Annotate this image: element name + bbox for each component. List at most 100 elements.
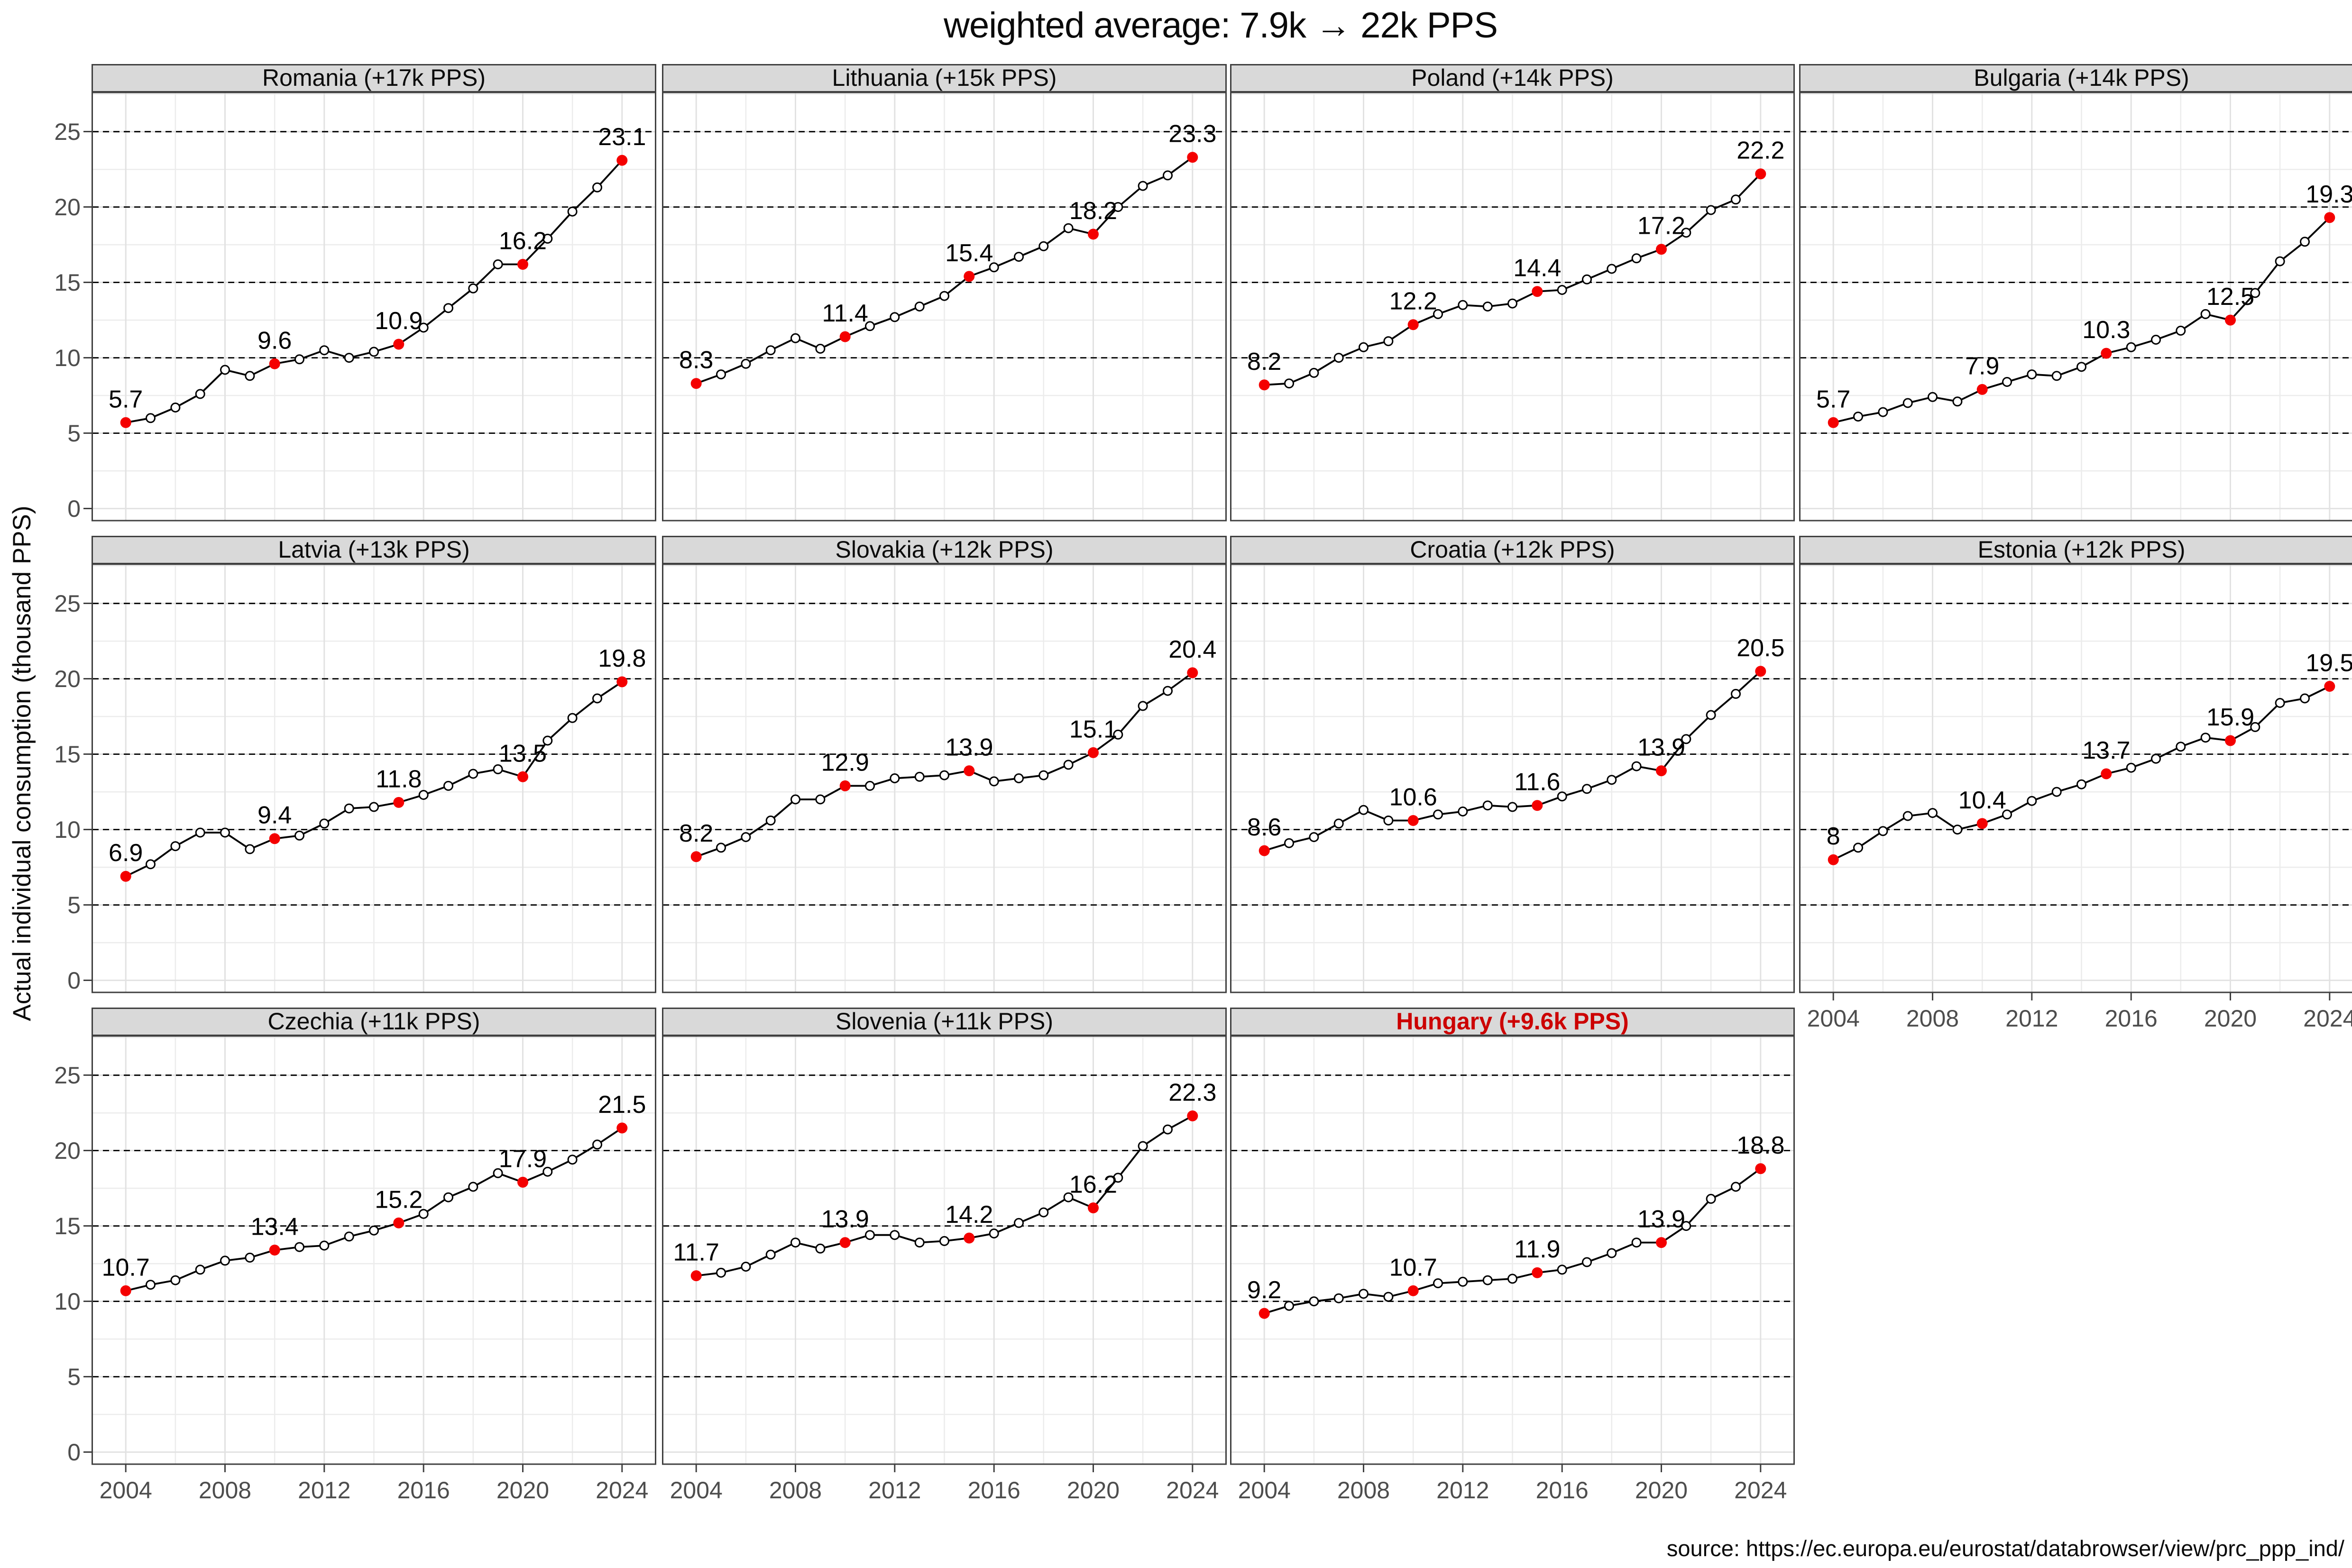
highlight-point (269, 833, 280, 844)
data-point (790, 794, 800, 805)
panel-border (1799, 92, 2352, 522)
data-point (567, 713, 578, 723)
facet-title: Romania (+17k PPS) (262, 64, 486, 91)
data-point (1731, 1182, 1741, 1192)
facet-strip (1799, 536, 2352, 564)
data-point (443, 303, 453, 313)
data-point (1014, 773, 1024, 783)
y-tick-label: 15 (54, 269, 81, 296)
data-point (1878, 826, 1888, 836)
facet-panel-czechia: Czechia (+11k PPS) 10.7 13.4 15.2 17.9 21.5 20… (92, 1008, 656, 1504)
x-tick-label: 2004 (1807, 1005, 1860, 1032)
data-point (1952, 825, 1963, 835)
y-tick-mark (83, 1376, 92, 1377)
data-point (195, 389, 205, 399)
data-point (418, 322, 429, 333)
x-tick-label: 2016 (1536, 1477, 1589, 1504)
facet-croatia: Croatia (+12k PPS) 8.6 10.6 11.6 13.9 20.5 (1230, 536, 1795, 1043)
data-point (1706, 205, 1716, 215)
data-point (1063, 1192, 1074, 1202)
highlight-point (839, 780, 851, 791)
point-label: 17.9 (499, 1145, 547, 1173)
highlight-point (1259, 379, 1270, 391)
y-tick-label: 5 (67, 892, 81, 918)
data-point (1557, 1265, 1567, 1275)
panel-border (1230, 92, 1795, 522)
y-tick-label: 20 (54, 1137, 81, 1164)
facet-strip (1230, 1008, 1795, 1036)
data-point (369, 1225, 379, 1236)
x-tick-label: 2024 (2303, 1005, 2352, 1032)
data-point (1284, 838, 1294, 848)
point-label: 23.3 (1168, 120, 1216, 148)
point-label: 19.5 (2306, 650, 2352, 677)
data-point (1557, 285, 1567, 295)
highlight-point (1532, 1267, 1543, 1278)
data-point (567, 206, 578, 217)
data-point (939, 770, 949, 780)
facet-strip (662, 64, 1227, 92)
data-point (220, 365, 230, 375)
y-tick-mark (83, 1451, 92, 1453)
data-point (1582, 1257, 1592, 1267)
data-point (989, 1229, 999, 1238)
facet-title: Hungary (+9.6k PPS) (1396, 1008, 1628, 1035)
data-point (245, 371, 255, 381)
point-label: 13.9 (821, 1206, 869, 1233)
data-point (195, 827, 205, 838)
data-point (1433, 809, 1443, 820)
point-label: 7.9 (1965, 352, 1999, 380)
data-point (294, 1242, 304, 1252)
highlight-point (2225, 735, 2236, 746)
y-tick-label: 10 (54, 816, 81, 843)
data-point (1383, 336, 1394, 347)
point-label: 11.7 (673, 1239, 719, 1266)
y-tick-label: 25 (54, 1062, 81, 1089)
point-label: 10.9 (375, 307, 423, 335)
facet-title: Lithuania (+15k PPS) (832, 64, 1057, 91)
data-point (1507, 298, 1517, 309)
data-point (1433, 1278, 1443, 1288)
data-point (2027, 796, 2037, 806)
point-label: 10.4 (1958, 787, 2006, 814)
highlight-point (1187, 667, 1198, 679)
facet-strip (92, 536, 656, 564)
data-point (1607, 264, 1617, 274)
data-point (1681, 734, 1691, 744)
plot-area (1800, 564, 2352, 992)
data-point (1333, 353, 1344, 363)
data-point (1333, 1293, 1344, 1303)
facet-estonia: Estonia (+12k PPS) 8 10.4 13.7 15.9 19.5 2004 2… (1799, 536, 2352, 1043)
highlight-point (690, 851, 702, 862)
data-point (542, 233, 553, 244)
data-point (1458, 1276, 1468, 1287)
point-label: 14.4 (1513, 255, 1561, 282)
data-point (1681, 228, 1691, 238)
data-point (1163, 686, 1173, 696)
data-point (319, 345, 330, 356)
data-point (1928, 808, 1938, 818)
data-point (2076, 779, 2086, 789)
data-point (369, 802, 379, 812)
highlight-point (120, 1285, 131, 1296)
highlight-point (1828, 417, 1839, 428)
data-point (1878, 407, 1888, 417)
point-label: 8.2 (679, 820, 713, 847)
highlight-point (2324, 681, 2335, 692)
data-point (1482, 302, 1493, 312)
data-point (1309, 1296, 1319, 1307)
point-label: 14.2 (945, 1201, 993, 1229)
highlight-point (1259, 1308, 1270, 1319)
source-note: source: https://ec.europa.eu/eurostat/da… (1666, 1536, 2344, 1561)
facet-title: Poland (+14k PPS) (1411, 64, 1614, 91)
data-point (1038, 1207, 1049, 1218)
highlight-point (1407, 1285, 1419, 1296)
highlight-point (1656, 244, 1667, 255)
data-point (2051, 787, 2062, 797)
data-point (790, 333, 800, 343)
facet-strip (1230, 536, 1795, 564)
x-tick-label: 2016 (968, 1477, 1020, 1504)
panel-border (1230, 563, 1795, 993)
data-point (815, 794, 826, 805)
plot-area (1800, 92, 2352, 521)
